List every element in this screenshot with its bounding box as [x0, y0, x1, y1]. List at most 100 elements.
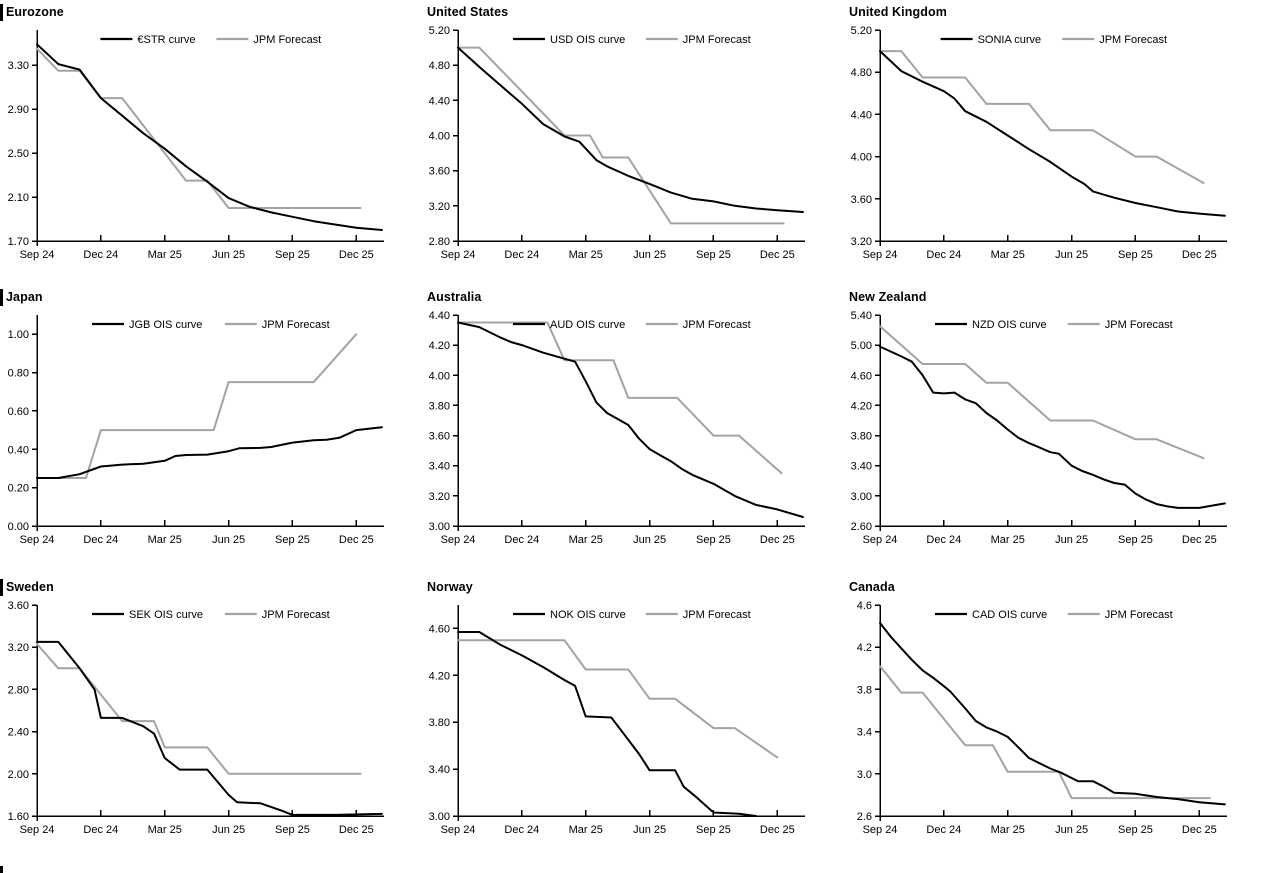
x-tick-label: Mar 25: [991, 249, 1025, 261]
series-line-nzd-ois-curve: [879, 345, 1226, 509]
chart-cell-united-states: United States 2.80 3.20 3.60 4.00 4.40 4.80 5.2…: [421, 0, 843, 285]
x-tick-label: Sep 25: [275, 824, 310, 836]
y-tick-label: 3.60: [851, 194, 872, 206]
chart-eurozone: 1.70 2.10 2.50 2.90 3.30 Sep 24 Dec 24 Mar 25 Ju…: [8, 30, 384, 261]
y-tick-label: 2.80: [429, 236, 450, 248]
x-tick-label: Dec 25: [760, 534, 795, 546]
x-tick-label: Dec 24: [504, 534, 539, 546]
legend-label: JPM Forecast: [683, 34, 751, 46]
x-tick-label: Sep 24: [441, 249, 476, 261]
y-tick-label: 3.80: [851, 431, 872, 443]
y-tick-label: 0.20: [8, 483, 29, 495]
x-tick-label: Sep 24: [863, 824, 898, 836]
x-tick-label: Sep 25: [275, 249, 310, 261]
x-tick-label: Sep 25: [696, 534, 731, 546]
x-tick-label: Sep 24: [863, 249, 898, 261]
x-tick-label: Sep 25: [696, 824, 731, 836]
x-tick-label: Sep 24: [863, 534, 898, 546]
chart-united-states: 2.80 3.20 3.60 4.00 4.40 4.80 5.20 Sep 24 Dec 24…: [429, 25, 805, 261]
series-line-jpm-forecast: [457, 46, 785, 225]
x-tick-label: Sep 25: [1118, 249, 1153, 261]
section-marker: [0, 288, 3, 306]
y-tick-label: 4.20: [429, 340, 450, 352]
series-line-jpm-forecast: [36, 333, 358, 479]
series-line-jpm-forecast: [36, 47, 362, 209]
x-tick-label: Dec 25: [760, 249, 795, 261]
x-tick-label: Dec 25: [760, 824, 795, 836]
x-tick-label: Jun 25: [1055, 534, 1088, 546]
x-tick-label: Sep 24: [441, 824, 476, 836]
chart-cell-united-kingdom: United Kingdom 3.20 3.60 4.00 4.40 4.80 5.20 Se…: [843, 0, 1264, 285]
chart-title: Japan: [6, 290, 43, 304]
series-line-jpm-forecast: [36, 643, 362, 775]
series-line-jpm-forecast: [879, 665, 1211, 800]
y-tick-label: 3.20: [851, 236, 872, 248]
x-tick-label: Dec 24: [504, 249, 539, 261]
y-tick-label: 0.40: [8, 444, 29, 456]
y-tick-label: 5.20: [429, 25, 450, 37]
y-tick-label: 3.20: [429, 491, 450, 503]
y-tick-label: 0.00: [8, 521, 29, 533]
series-line-jgb-ois-curve: [36, 426, 383, 479]
y-tick-label: 4.6: [857, 600, 872, 612]
x-tick-label: Jun 25: [1055, 824, 1088, 836]
y-tick-label: 3.60: [429, 431, 450, 443]
legend-label: JPM Forecast: [262, 319, 330, 331]
x-tick-label: Dec 25: [339, 534, 374, 546]
chart-cell-norway: Norway 3.00 3.40 3.80 4.20 4.60 Sep 24 Dec 24 Ma…: [421, 575, 843, 873]
section-marker-partial: [0, 866, 3, 873]
y-tick-label: 4.80: [851, 67, 872, 79]
legend: USD OIS curve JPM Forecast: [513, 34, 751, 46]
y-tick-label: 0.60: [8, 406, 29, 418]
x-tick-label: Mar 25: [569, 249, 603, 261]
y-tick-label: 2.10: [8, 192, 29, 204]
legend: CAD OIS curve JPM Forecast: [935, 609, 1173, 621]
x-tick-label: Dec 24: [83, 824, 118, 836]
legend-label: USD OIS curve: [550, 34, 625, 46]
x-tick-label: Jun 25: [212, 824, 245, 836]
y-tick-label: 2.40: [8, 727, 29, 739]
y-tick-label: 3.80: [429, 717, 450, 729]
chart-title-row: Canada: [843, 578, 1264, 596]
chart-cell-japan: Japan 0.00 0.20 0.40 0.60 0.80 1.00 Sep 24 Dec 2…: [0, 285, 421, 575]
x-tick-label: Dec 24: [504, 824, 539, 836]
y-tick-label: 4.00: [429, 370, 450, 382]
x-tick-label: Jun 25: [633, 824, 666, 836]
chart-cell-eurozone: Eurozone 1.70 2.10 2.50 2.90 3.30 Sep 24 Dec 24…: [0, 0, 421, 285]
legend: NOK OIS curve JPM Forecast: [513, 609, 751, 621]
y-tick-label: 3.00: [429, 521, 450, 533]
legend-label: SEK OIS curve: [129, 609, 203, 621]
legend: SONIA curve JPM Forecast: [940, 34, 1167, 46]
x-tick-label: Dec 25: [1182, 534, 1217, 546]
y-tick-label: 3.30: [8, 60, 29, 72]
x-tick-label: Sep 25: [275, 534, 310, 546]
x-tick-label: Dec 24: [83, 249, 118, 261]
y-tick-label: 4.60: [429, 623, 450, 635]
chart-title: United States: [427, 5, 509, 19]
legend-label: JPM Forecast: [683, 319, 751, 331]
y-tick-label: 2.6: [857, 811, 872, 823]
chart-sweden: 1.60 2.00 2.40 2.80 3.20 3.60 Sep 24 Dec 24 Mar …: [8, 600, 384, 836]
legend-label: JPM Forecast: [262, 609, 330, 621]
chart-title: Sweden: [6, 580, 54, 594]
chart-title-row: Eurozone: [0, 3, 421, 21]
y-tick-label: 2.00: [8, 769, 29, 781]
y-tick-label: 3.0: [857, 769, 872, 781]
y-tick-label: 5.00: [851, 340, 872, 352]
series-line-jpm-forecast: [879, 50, 1205, 184]
x-tick-label: Jun 25: [212, 249, 245, 261]
chart-title: Eurozone: [6, 5, 64, 19]
x-tick-label: Jun 25: [633, 534, 666, 546]
legend-label: €STR curve: [137, 34, 195, 46]
legend-label: JGB OIS curve: [129, 319, 202, 331]
x-tick-label: Sep 24: [20, 534, 55, 546]
section-marker: [0, 578, 3, 596]
y-tick-label: 4.00: [429, 131, 450, 143]
series-line-cad-ois-curve: [879, 621, 1226, 806]
y-tick-label: 3.00: [851, 491, 872, 503]
chart-title-row: Sweden: [0, 578, 421, 596]
y-tick-label: 3.4: [857, 727, 872, 739]
y-tick-label: 4.00: [851, 152, 872, 164]
x-tick-label: Jun 25: [633, 249, 666, 261]
y-tick-label: 4.20: [851, 400, 872, 412]
